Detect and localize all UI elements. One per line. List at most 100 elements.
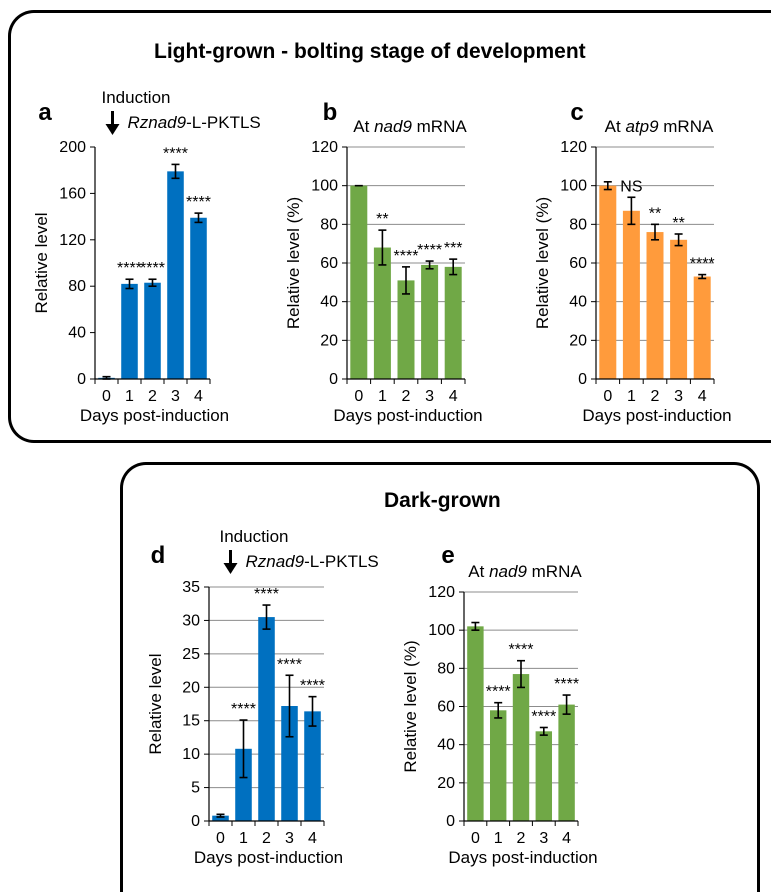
panel-d-letter: d	[151, 542, 166, 569]
panel-e-significance-3: ****	[531, 708, 556, 725]
panel-c-significance-1: NS	[620, 178, 642, 195]
panel-a-xtick-label: 4	[194, 388, 203, 405]
panel-d-ytick-label: 25	[182, 646, 200, 663]
panel-b-ytick-label: 0	[329, 371, 338, 388]
panel-b-significance-3: ****	[417, 242, 442, 259]
panel-d-significance-2: ****	[254, 586, 279, 603]
panel-e-xtick-label: 3	[539, 830, 548, 847]
panel-c-ytick-label: 60	[569, 255, 587, 272]
panel-a-significance-2: ****	[140, 260, 165, 277]
panel-a-ytick-label: 120	[59, 232, 86, 249]
panel-b-bar-3	[421, 264, 439, 379]
panel-e-ytick-label: 40	[437, 737, 455, 754]
panel-b-xtick-label: 1	[378, 388, 387, 405]
panel-d-construct-label-part: -L-PKTLS	[304, 552, 379, 571]
panel-a-induction-label: Induction	[102, 88, 171, 107]
panel-a-bar-4	[190, 217, 207, 379]
panel-a-bar-1	[121, 283, 138, 379]
panel-e-significance-1: ****	[486, 684, 511, 701]
panel-b-significance-4: ***	[444, 240, 463, 257]
panel-b-ytick-label: 120	[311, 139, 338, 156]
panel-c-bar-2	[646, 232, 664, 379]
dark-grown-panel-frame	[120, 462, 760, 892]
panel-a-ylabel: Relative level	[32, 212, 51, 313]
panel-c-significance-2: **	[649, 205, 661, 222]
panel-c-title-part: mRNA	[659, 117, 714, 136]
panel-a-ytick-label: 80	[68, 278, 86, 295]
panel-a-induction-arrow-head	[105, 124, 120, 135]
light-grown-title: Light-grown - bolting stage of developme…	[154, 40, 586, 63]
panel-c-ytick-label: 0	[578, 371, 587, 388]
panel-e-ytick-label: 80	[437, 660, 455, 677]
panel-c-xtick-label: 4	[698, 388, 707, 405]
panel-d-ytick-label: 5	[191, 780, 200, 797]
panel-d-ytick-label: 15	[182, 713, 200, 730]
panel-e-xtick-label: 1	[494, 830, 503, 847]
panel-d-xtick-label: 1	[239, 830, 248, 847]
panel-a-construct-label: Rznad9-L-PKTLS	[128, 113, 261, 132]
panel-e-ytick-label: 100	[428, 622, 455, 639]
panel-a-ytick-label: 0	[77, 371, 86, 388]
panel-e-bar-4	[558, 704, 575, 821]
panel-b-bar-1	[373, 247, 391, 379]
panel-d-bar-2	[258, 617, 275, 821]
panel-b-ylabel: Relative level (%)	[284, 197, 303, 329]
panel-c-bar-0	[599, 185, 617, 379]
panel-b-bar-4	[444, 266, 462, 379]
panel-d-xtick-label: 0	[216, 830, 225, 847]
panel-b-title: At nad9 mRNA	[353, 117, 467, 136]
panel-c-letter: c	[570, 99, 583, 126]
panel-a-xtick-label: 1	[125, 388, 134, 405]
panel-e-title-part: mRNA	[527, 562, 582, 581]
panel-d-construct-label-part: Rznad9	[246, 552, 305, 571]
panel-b-ytick-label: 20	[320, 332, 338, 349]
panel-c-xtick-label: 1	[627, 388, 636, 405]
panel-c-ylabel: Relative level (%)	[533, 197, 552, 329]
panel-e-bar-0	[467, 626, 484, 821]
panel-c-ytick-label: 100	[560, 178, 587, 195]
dark-grown-title: Dark-grown	[384, 489, 501, 512]
panel-c-xtick-label: 2	[651, 388, 660, 405]
panel-d-significance-3: ****	[277, 656, 302, 673]
panel-c-xlabel: Days post-induction	[582, 406, 731, 425]
panel-e-significance-4: ****	[554, 676, 579, 693]
panel-b-xtick-label: 2	[402, 388, 411, 405]
panel-e-significance-2: ****	[509, 642, 534, 659]
panel-a-construct-label-part: -L-PKTLS	[186, 113, 261, 132]
panel-b-ytick-label: 60	[320, 255, 338, 272]
panel-b-xtick-label: 0	[354, 388, 363, 405]
panel-a-construct-label-part: Rznad9	[128, 113, 187, 132]
panel-e-title-part: nad9	[489, 562, 527, 581]
light-grown-panel-frame	[8, 10, 771, 443]
panel-a-xlabel: Days post-induction	[80, 406, 229, 425]
panel-d-bar-4	[304, 711, 321, 821]
panel-e-xtick-label: 2	[517, 830, 526, 847]
panel-e-ytick-label: 60	[437, 699, 455, 716]
panel-c-significance-3: **	[672, 215, 684, 232]
panel-c-title: At atp9 mRNA	[605, 117, 714, 136]
panel-b-letter: b	[323, 99, 338, 126]
panel-b-xtick-label: 3	[425, 388, 434, 405]
panel-e-title-part: At	[468, 562, 489, 581]
panel-e-ytick-label: 120	[428, 584, 455, 601]
panel-a-ytick-label: 160	[59, 185, 86, 202]
panel-e-xtick-label: 0	[471, 830, 480, 847]
panel-e-letter: e	[441, 542, 454, 569]
panel-b-xlabel: Days post-induction	[333, 406, 482, 425]
panel-d-significance-4: ****	[300, 678, 325, 695]
panel-d-ytick-label: 35	[182, 579, 200, 596]
panel-d-construct-label: Rznad9-L-PKTLS	[246, 552, 379, 571]
panel-a-xtick-label: 0	[102, 388, 111, 405]
panel-c-title-part: atp9	[625, 117, 659, 136]
panel-d-ytick-label: 10	[182, 746, 200, 763]
panel-e-bar-3	[535, 731, 553, 821]
panel-a-ytick-label: 40	[68, 325, 86, 342]
panel-c-title-part: At	[605, 117, 626, 136]
panel-a-significance-4: ****	[186, 194, 211, 211]
panel-a-significance-1: ****	[117, 260, 142, 277]
panel-b-ytick-label: 80	[320, 216, 338, 233]
panel-d-ytick-label: 20	[182, 679, 200, 696]
panel-d-bar-1	[235, 748, 252, 821]
panel-d-ylabel: Relative level	[146, 653, 165, 754]
panel-d-significance-1: ****	[231, 701, 256, 718]
